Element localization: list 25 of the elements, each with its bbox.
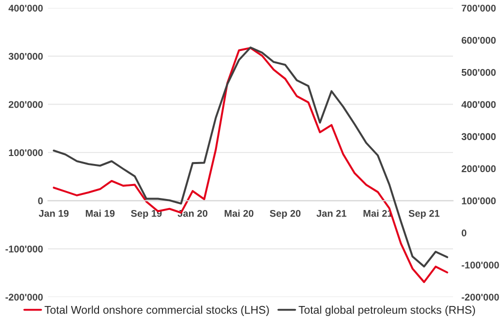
y2-tick-label: 700'000 xyxy=(462,4,496,12)
x-tick-label: Mai 19 xyxy=(86,210,115,217)
x-tick-label: Jan 21 xyxy=(316,210,346,217)
y2-tick-label: 600'000 xyxy=(462,36,496,44)
y2-tick-label: 500'000 xyxy=(462,68,496,76)
y2-tick-label: -100'000 xyxy=(462,262,499,269)
y-tick-label: -200'000 xyxy=(6,294,43,301)
x-tick-label: Mai 20 xyxy=(224,210,254,217)
y-tick-label: 300'000 xyxy=(8,52,43,60)
legend-label: Total World onshore commercial stocks (LHS) xyxy=(44,306,269,316)
y2-tick-label: 300'000 xyxy=(462,133,496,140)
x-tick-label: Sep 20 xyxy=(270,210,300,219)
y-tick-label: 400'000 xyxy=(8,4,43,12)
y2-tick-label: 200'000 xyxy=(462,165,496,172)
y2-tick-label: 100'000 xyxy=(462,197,496,204)
y-tick-label: 100'000 xyxy=(9,149,43,156)
x-tick-label: Jan 19 xyxy=(38,210,69,217)
y-tick-label: -100'000 xyxy=(6,246,43,252)
y-tick-label: 200'000 xyxy=(8,101,43,108)
y2-tick-label: 400'000 xyxy=(461,101,496,108)
y2-tick-label: -200'000 xyxy=(462,294,499,301)
y-tick-label: 0 xyxy=(38,197,43,204)
y2-tick-label: 0 xyxy=(462,230,466,236)
x-tick-label: Sep 21 xyxy=(408,210,440,219)
legend-label: Total global petroleum stocks (RHS) xyxy=(298,306,475,316)
